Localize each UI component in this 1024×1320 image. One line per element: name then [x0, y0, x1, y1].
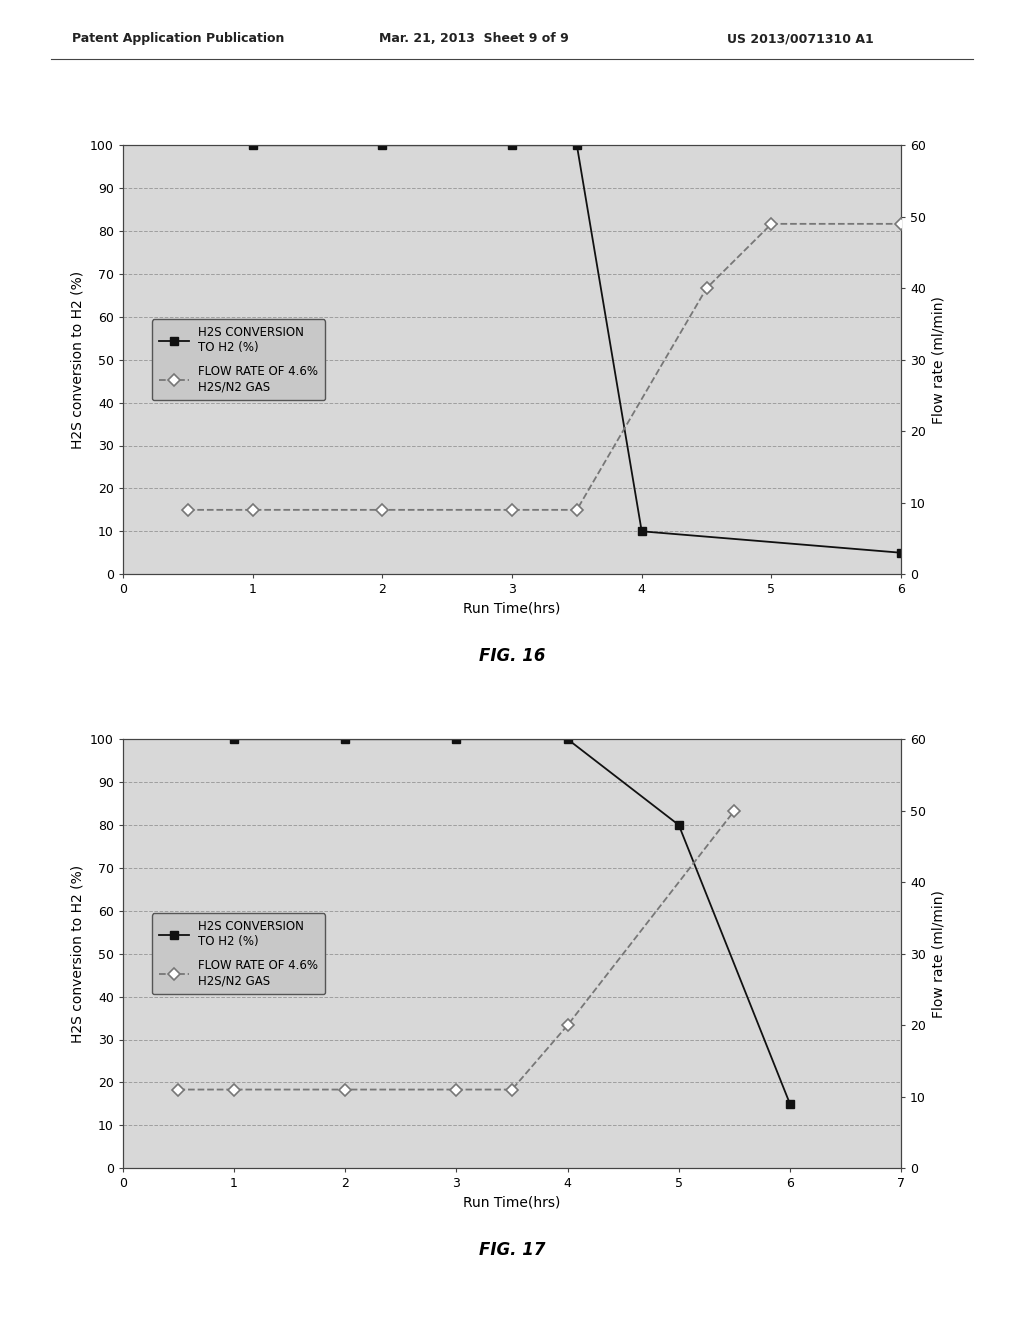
Y-axis label: Flow rate (ml/min): Flow rate (ml/min): [932, 296, 946, 424]
Text: US 2013/0071310 A1: US 2013/0071310 A1: [727, 32, 873, 45]
X-axis label: Run Time(hrs): Run Time(hrs): [463, 602, 561, 616]
Text: Patent Application Publication: Patent Application Publication: [72, 32, 284, 45]
Text: FIG. 16: FIG. 16: [479, 647, 545, 665]
Legend: H2S CONVERSION
TO H2 (%), FLOW RATE OF 4.6%
H2S/N2 GAS: H2S CONVERSION TO H2 (%), FLOW RATE OF 4…: [153, 319, 326, 400]
Y-axis label: Flow rate (ml/min): Flow rate (ml/min): [932, 890, 946, 1018]
X-axis label: Run Time(hrs): Run Time(hrs): [463, 1196, 561, 1210]
Y-axis label: H2S conversion to H2 (%): H2S conversion to H2 (%): [71, 271, 84, 449]
Legend: H2S CONVERSION
TO H2 (%), FLOW RATE OF 4.6%
H2S/N2 GAS: H2S CONVERSION TO H2 (%), FLOW RATE OF 4…: [153, 913, 326, 994]
Text: Mar. 21, 2013  Sheet 9 of 9: Mar. 21, 2013 Sheet 9 of 9: [379, 32, 568, 45]
Y-axis label: H2S conversion to H2 (%): H2S conversion to H2 (%): [71, 865, 84, 1043]
Text: FIG. 17: FIG. 17: [479, 1241, 545, 1259]
